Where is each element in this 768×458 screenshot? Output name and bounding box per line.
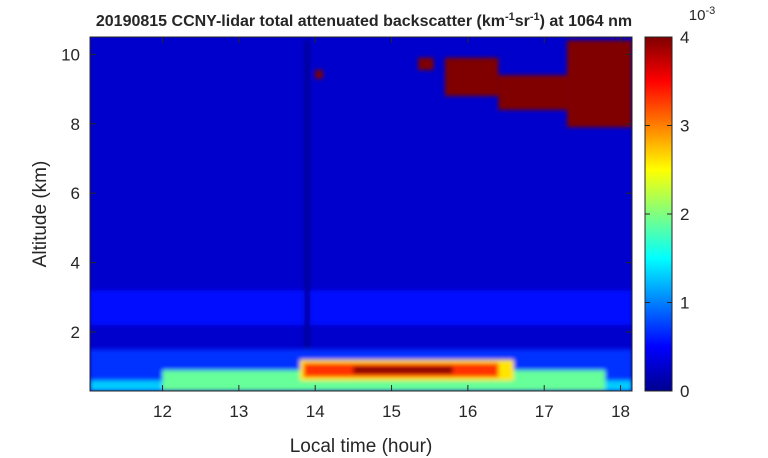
plot-area: 12 13 14 15 16 17 18 2 4 6 8 10 (61, 36, 633, 421)
y-tick-label: 4 (71, 254, 80, 273)
x-tick-label: 17 (535, 402, 554, 421)
heatmap-region-7 (304, 40, 310, 350)
x-tick-label: 15 (382, 402, 401, 421)
colorbar-tick-label: 4 (680, 28, 689, 47)
y-tick-label: 2 (71, 323, 80, 342)
colorbar-tick-label: 2 (680, 205, 689, 224)
heatmap-region-9 (418, 57, 434, 70)
y-tick-label: 6 (71, 184, 80, 203)
y-axis-ticks: 2 4 6 8 10 (61, 45, 632, 342)
colorbar: 0 1 2 3 4 10-3 (644, 5, 715, 401)
x-tick-label: 12 (153, 402, 172, 421)
heatmap-region-8 (315, 69, 323, 79)
heatmap-region-12 (567, 40, 632, 128)
heatmap-region-11 (498, 75, 568, 110)
colorbar-tick-label: 1 (680, 294, 689, 313)
x-tick-label: 13 (229, 402, 248, 421)
y-tick-label: 10 (61, 45, 80, 64)
colorbar-multiplier: 10-3 (689, 5, 715, 24)
colorbar-ticks: 0 1 2 3 4 (645, 28, 689, 401)
x-tick-label: 14 (306, 402, 325, 421)
x-tick-label: 18 (611, 402, 630, 421)
chart-title: 20190815 CCNY-lidar total attenuated bac… (96, 11, 632, 30)
y-tick-label: 8 (71, 115, 80, 134)
colorbar-tick-label: 3 (680, 117, 689, 136)
x-axis-label: Local time (hour) (290, 436, 433, 457)
x-tick-label: 16 (458, 402, 477, 421)
backscatter-heatmap (90, 40, 632, 391)
y-axis-label: Altitude (km) (30, 161, 51, 268)
heatmap-region-10 (444, 57, 499, 96)
heatmap-region-6 (90, 290, 632, 326)
plot-frame (89, 36, 633, 392)
x-axis-ticks: 12 13 14 15 16 17 18 (153, 37, 630, 421)
colorbar-tick-label: 0 (680, 382, 689, 401)
heatmap-region-5 (353, 366, 453, 374)
